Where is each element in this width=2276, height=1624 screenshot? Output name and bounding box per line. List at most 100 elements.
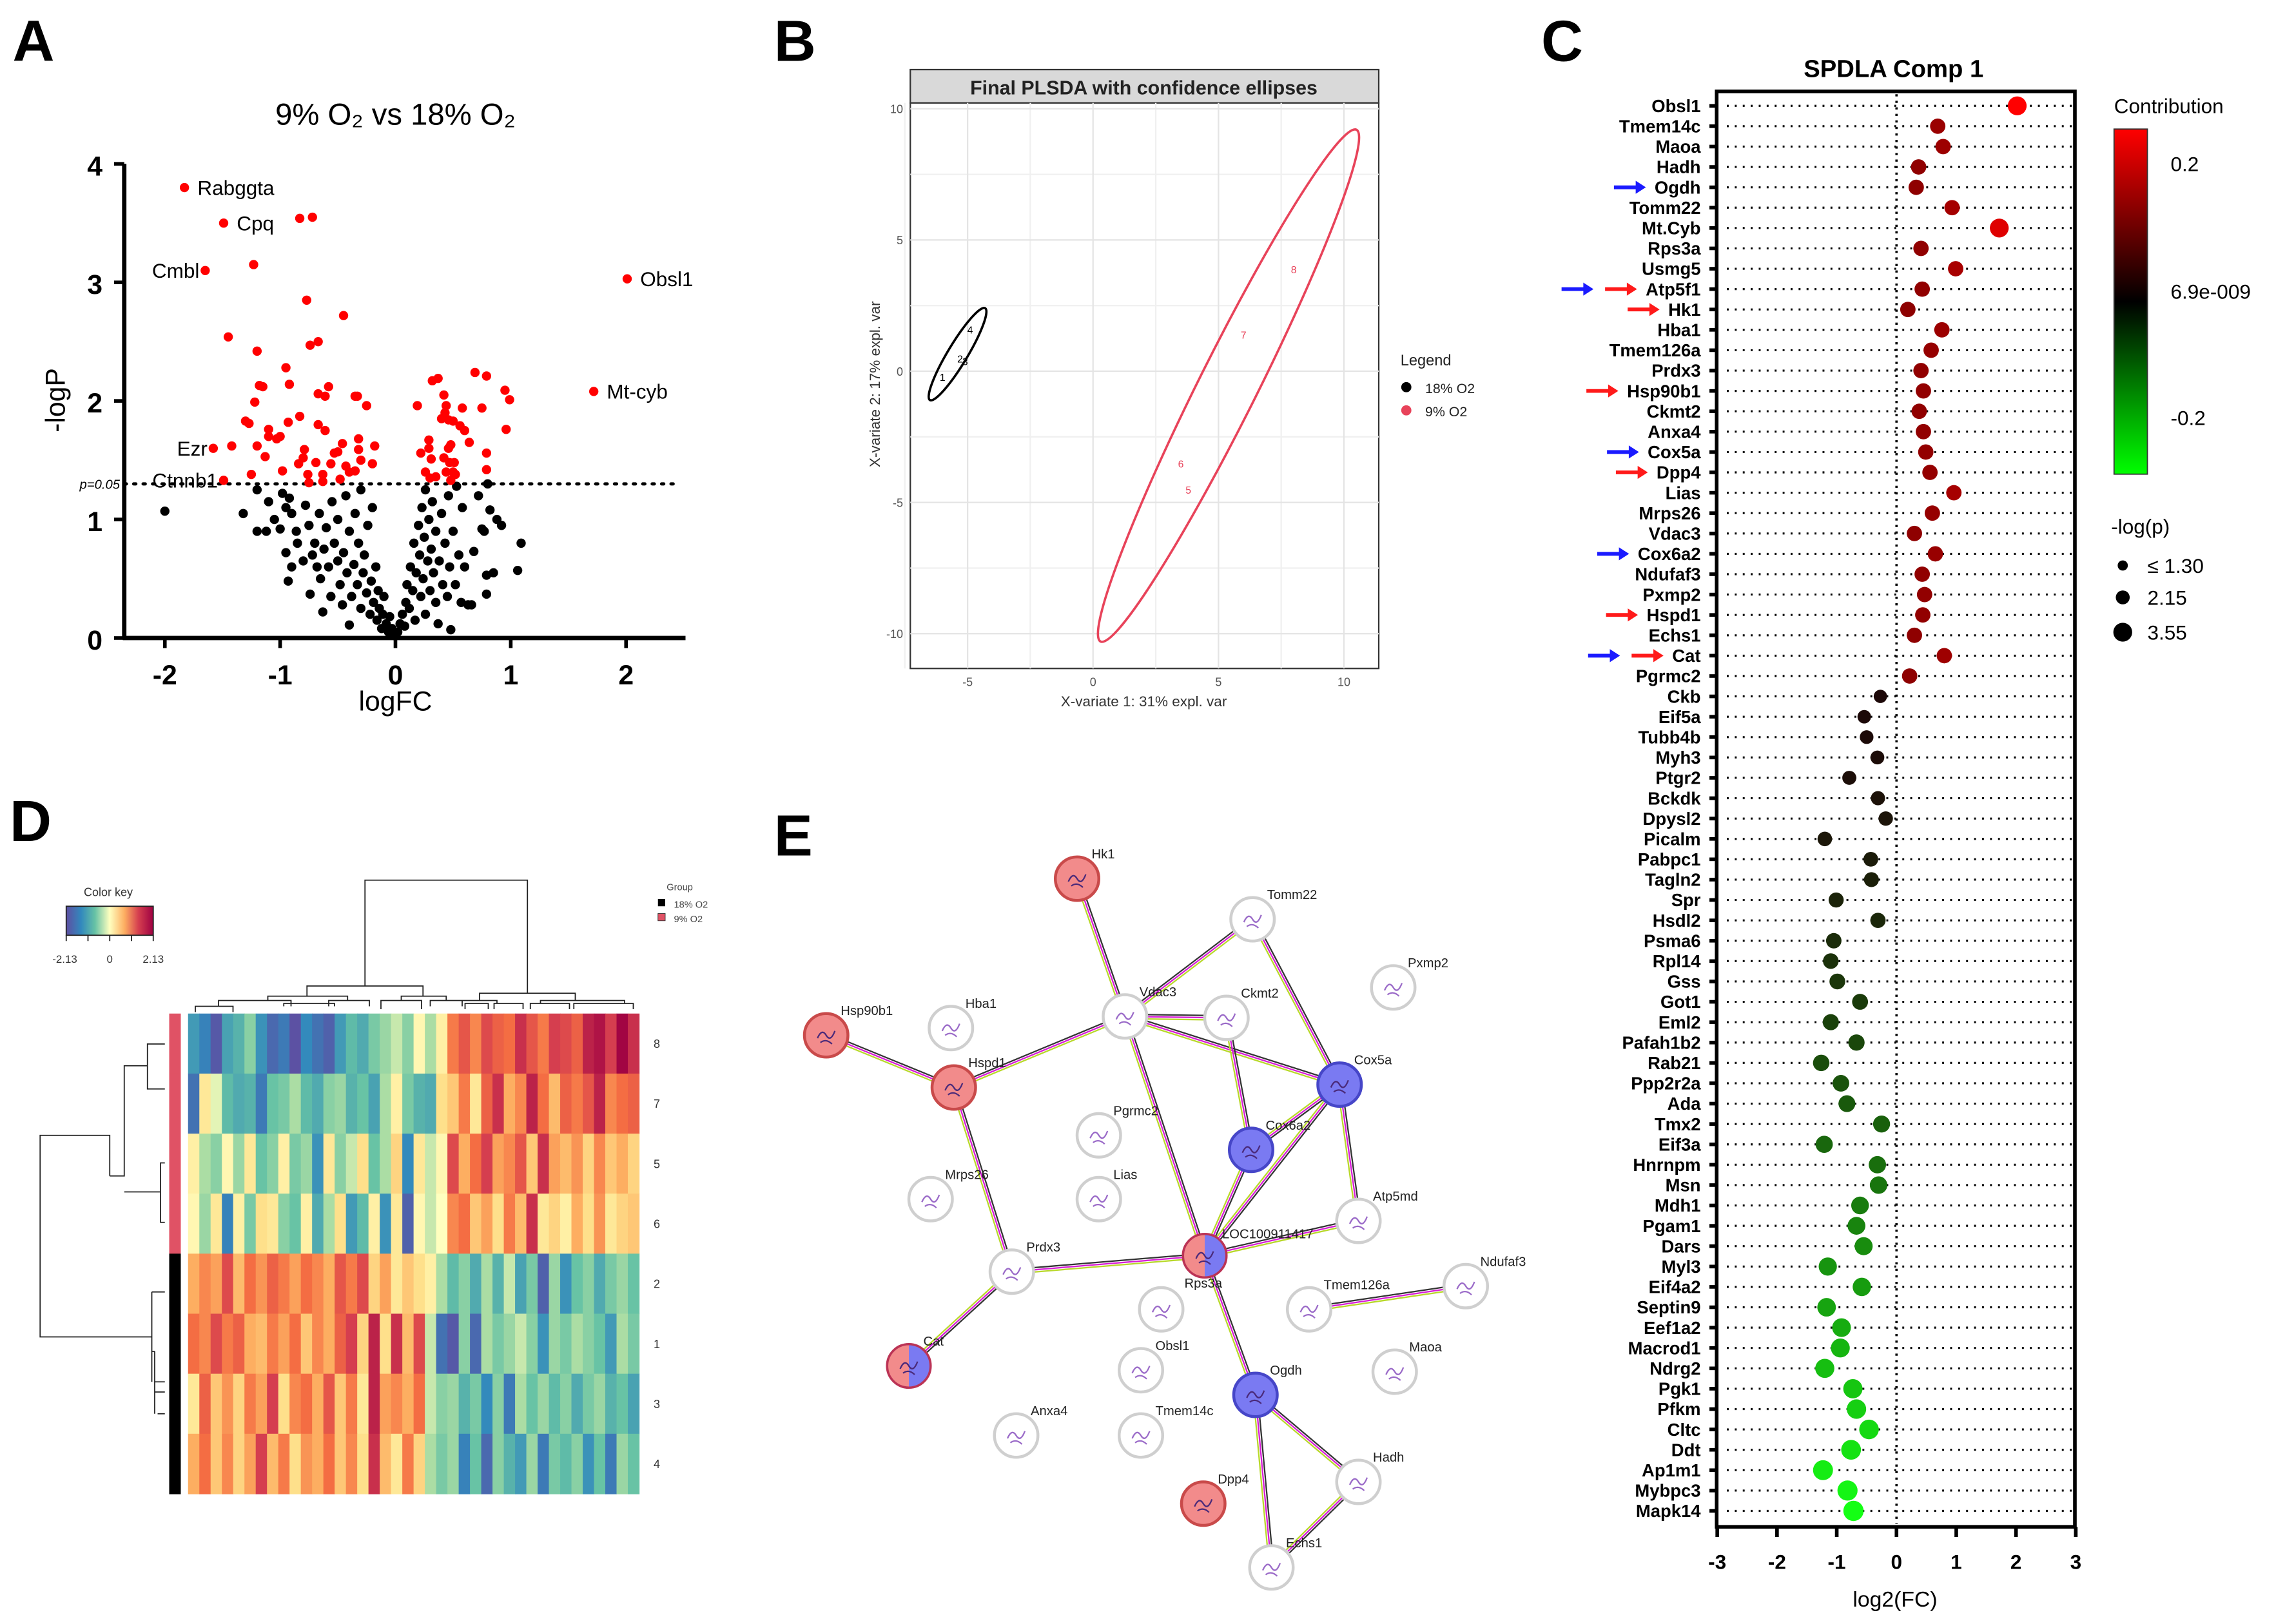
heatmap-cell (357, 1373, 369, 1435)
ns-point (358, 568, 368, 578)
significant-point (436, 414, 447, 423)
significant-point (326, 459, 336, 469)
ns-point (360, 550, 369, 560)
heatmap-cell (210, 1134, 222, 1194)
gene-label: Rps3a (1648, 238, 1701, 258)
heatmap-cell (300, 1134, 313, 1194)
gene-label: Pfkm (1657, 1399, 1700, 1419)
interaction-edge (1125, 1013, 1341, 1083)
plsda-x-label: X-variate 1: 31% expl. var (1061, 693, 1227, 710)
ns-point (327, 497, 337, 507)
gene-label: Hba1 (1657, 320, 1700, 340)
heatmap-cell (391, 1134, 403, 1194)
column-dendrogram (195, 879, 634, 1012)
interaction-edge (1254, 1395, 1272, 1568)
ns-point (307, 550, 317, 560)
color-key-title: Color key (84, 886, 133, 899)
heatmap-cell (368, 1134, 380, 1194)
gene-label: Obsl1 (1651, 96, 1700, 116)
red-arrow-head-icon (1608, 384, 1619, 398)
gene-label: Cpq (237, 211, 274, 235)
significant-point (200, 266, 210, 275)
heatmap-cell (188, 1253, 200, 1315)
gene-label: Maoa (1655, 137, 1701, 157)
gene-dot (1914, 281, 1931, 297)
gene-dot (1851, 1196, 1869, 1215)
heatmap-cell (335, 1373, 347, 1435)
protein-structure-icon (1383, 983, 1403, 997)
heatmap-cell (267, 1253, 279, 1315)
interaction-edge (1123, 1018, 1339, 1088)
heatmap-cell (233, 1013, 245, 1074)
node-label: Lias (1113, 1168, 1137, 1182)
node-label: Tmem14c (1156, 1404, 1214, 1418)
heatmap-cell (402, 1253, 414, 1315)
gene-label: Macrod1 (1628, 1338, 1701, 1358)
heatmap-cell (222, 1194, 234, 1255)
ns-point (269, 514, 279, 525)
interaction-edge (1076, 878, 1126, 1017)
heatmap-cell (436, 1373, 448, 1435)
sample-label: 4 (968, 325, 973, 336)
gene-label: Pgam1 (1643, 1216, 1701, 1236)
ns-point (469, 546, 479, 556)
interaction-edge (1011, 1257, 1205, 1275)
gene-dot (1872, 1115, 1891, 1133)
heatmap-cell (503, 1373, 516, 1435)
gene-dot (1818, 1257, 1837, 1276)
ns-point (326, 592, 336, 601)
heatmap-cell (628, 1373, 640, 1435)
significant-point (426, 454, 436, 464)
x-tick-label: 0 (388, 660, 404, 691)
heatmap-cell (605, 1253, 618, 1315)
significant-point (295, 213, 305, 224)
ns-point (400, 621, 410, 631)
heatmap-cell (481, 1373, 493, 1435)
gene-label: Dpysl2 (1643, 809, 1701, 829)
significant-point (208, 443, 219, 453)
heatmap-cell (413, 1194, 425, 1255)
heatmap-cell (458, 1194, 471, 1255)
ns-point (252, 485, 262, 495)
significant-point (481, 448, 492, 458)
significant-point (416, 448, 426, 458)
heatmap-cell (628, 1313, 640, 1375)
ns-point (252, 527, 262, 536)
protein-node (1118, 1347, 1164, 1394)
significant-point (622, 274, 632, 284)
gene-dot (1944, 200, 1960, 216)
ns-point (281, 548, 291, 557)
gene-label: Eif4a2 (1649, 1277, 1701, 1297)
gene-dot (1825, 933, 1842, 949)
sample-label: 8 (1291, 265, 1297, 276)
heatmap-cell (368, 1373, 380, 1435)
heatmap-cell (458, 1313, 471, 1375)
ns-point (238, 508, 248, 519)
heatmap-cell (481, 1253, 493, 1315)
heatmap-cell (289, 1253, 302, 1315)
gene-dot (1922, 465, 1938, 480)
heatmap-cell (278, 1433, 290, 1494)
ns-point (429, 568, 438, 578)
heatmap-cell (503, 1073, 516, 1134)
heatmap-cell (380, 1373, 392, 1435)
sample-label: 1 (940, 372, 946, 383)
gene-label: Pgk1 (1658, 1379, 1701, 1399)
interaction-edge (906, 1269, 1011, 1365)
significant-point (505, 395, 514, 405)
gene-dot (1930, 118, 1946, 134)
gene-dot (1823, 953, 1839, 969)
heatmap-cell (447, 1373, 460, 1435)
gene-dot (1833, 1075, 1849, 1092)
significant-point (481, 465, 492, 475)
heatmap-cell (391, 1313, 403, 1375)
protein-node (1335, 1458, 1382, 1505)
heatmap-cell (583, 1013, 595, 1074)
significant-point (227, 441, 237, 451)
group-legend-swatch-9 (657, 913, 666, 922)
protein-node (1443, 1262, 1489, 1310)
heatmap-cell (210, 1313, 222, 1375)
row-label: 2 (654, 1278, 660, 1291)
interaction-edge (1123, 916, 1252, 1016)
